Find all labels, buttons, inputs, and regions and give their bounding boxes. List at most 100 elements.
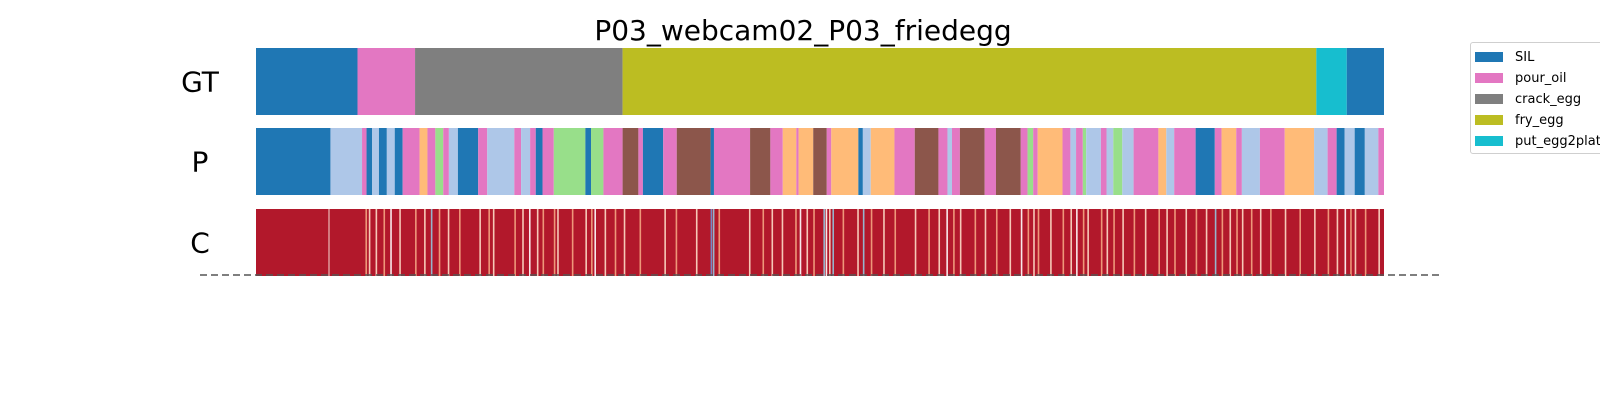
confidence-stripe — [953, 209, 955, 276]
segment-p-pour_oil — [362, 128, 367, 195]
segment-p-pour_oil — [514, 128, 522, 195]
confidence-stripe — [1270, 209, 1272, 276]
confidence-stripe — [813, 209, 815, 276]
segment-p-SIL — [378, 128, 387, 195]
segment-p-c_lightblue — [1241, 128, 1260, 195]
segment-p-SIL — [1195, 128, 1215, 195]
confidence-stripe — [1050, 209, 1052, 276]
confidence-stripe — [514, 209, 516, 276]
segment-p-c_lightblue — [947, 128, 952, 195]
legend-label: crack_egg — [1515, 91, 1582, 107]
segment-p-pour_oil — [1100, 128, 1107, 195]
confidence-stripe — [1229, 209, 1232, 276]
confidence-stripe — [1284, 209, 1287, 276]
segment-p-pour_oil — [951, 128, 960, 195]
confidence-stripe — [799, 209, 802, 276]
confidence-stripe — [542, 209, 545, 276]
segment-p-c_lightblue — [1314, 128, 1328, 195]
confidence-stripe — [390, 209, 392, 276]
confidence-stripe — [375, 209, 378, 276]
confidence-stripe — [823, 209, 825, 276]
confidence-stripe — [1314, 209, 1316, 276]
confidence-stripe — [1087, 209, 1089, 276]
chart-title: P03_webcam02_P03_friedegg — [594, 14, 1011, 47]
segment-gt-SIL — [256, 48, 358, 115]
legend-swatch — [1475, 52, 1503, 62]
segment-p-pour_oil — [1076, 128, 1083, 195]
segment-p-c_orange — [870, 128, 895, 195]
confidence-stripe — [1185, 209, 1188, 276]
confidence-stripe — [928, 209, 930, 276]
confidence-stripe — [1205, 209, 1208, 276]
legend-item-pour_oil: pour_oil — [1475, 68, 1566, 88]
segment-p-c_lightgreen — [1027, 128, 1034, 195]
confidence-stripe — [1062, 209, 1065, 276]
confidence-stripe — [857, 209, 859, 276]
confidence-stripe — [1250, 209, 1253, 276]
segment-p-c_lightblue — [330, 128, 363, 195]
segment-p-c_brown — [813, 128, 827, 195]
confidence-stripe — [1158, 209, 1160, 276]
segment-p-c_lightblue — [1166, 128, 1175, 195]
segment-p-pour_oil — [1259, 128, 1285, 195]
segment-p-c_lightblue — [487, 128, 515, 195]
segment-p-pour_oil — [770, 128, 783, 195]
confidence-stripe — [459, 209, 461, 276]
confidence-stripe — [571, 209, 574, 276]
confidence-stripe — [829, 209, 831, 276]
confidence-stripe — [447, 209, 450, 276]
segment-p-c_brown — [959, 128, 985, 195]
confidence-stripe — [894, 209, 897, 276]
confidence-stripe — [522, 209, 524, 276]
segment-p-c_brown — [750, 128, 771, 195]
segment-p-SIL — [366, 128, 373, 195]
segment-p-c_orange — [1158, 128, 1167, 195]
confidence-stripe — [1020, 209, 1023, 276]
confidence-stripe — [974, 209, 977, 276]
confidence-stripe — [492, 209, 495, 276]
legend-swatch — [1475, 136, 1503, 146]
legend-item-crack_egg: crack_egg — [1475, 89, 1581, 109]
confidence-stripe — [1259, 209, 1262, 276]
segment-p-c_orange — [798, 128, 814, 195]
confidence-stripe — [591, 209, 593, 276]
segment-p-c_lightblue — [1122, 128, 1134, 195]
row-labels: GT P C — [181, 66, 220, 260]
confidence-stripe — [604, 209, 607, 276]
confidence-stripe — [1364, 209, 1367, 276]
confidence-stripe — [1195, 209, 1198, 276]
confidence-stripe — [1378, 209, 1380, 276]
segment-p-SIL — [394, 128, 403, 195]
row-label-c: C — [190, 227, 210, 260]
confidence-stripe — [399, 209, 401, 276]
confidence-stripe — [995, 209, 998, 276]
legend-label: fry_egg — [1515, 112, 1564, 128]
segment-p-pour_oil — [1033, 128, 1038, 195]
legend-item-SIL: SIL — [1475, 47, 1534, 67]
segment-p-c_lightblue — [862, 128, 871, 195]
segment-p-pour_oil — [478, 128, 488, 195]
segment-p-SIL — [642, 128, 664, 195]
segment-p-c_lightgreen — [1113, 128, 1123, 195]
confidence-stripe — [430, 209, 433, 276]
segment-p-SIL — [858, 128, 863, 195]
segment-p-pour_oil — [1062, 128, 1071, 195]
segment-gt-put_egg2plate — [1316, 48, 1347, 115]
segment-p-pour_oil — [938, 128, 948, 195]
confidence-stripe — [984, 209, 987, 276]
confidence-stripe — [585, 209, 587, 276]
legend: SIL pour_oil crack_egg fry_egg put_egg2plate — [1470, 42, 1600, 154]
confidence-stripe — [1327, 209, 1330, 276]
confidence-stripe — [328, 209, 330, 276]
confidence-stripe — [528, 209, 531, 276]
segment-p-pour_oil — [443, 128, 449, 195]
confidence-stripe — [1144, 209, 1147, 276]
confidence-stripe — [1027, 209, 1030, 276]
confidence-stripe — [795, 209, 797, 276]
confidence-stripe — [623, 209, 626, 276]
segment-p-SIL — [710, 128, 714, 195]
segment-gt-SIL — [1346, 48, 1384, 115]
segment-p-pour_oil — [427, 128, 436, 195]
segment-p-pour_oil — [530, 128, 536, 195]
segment-p-c_lightgreen — [591, 128, 604, 195]
